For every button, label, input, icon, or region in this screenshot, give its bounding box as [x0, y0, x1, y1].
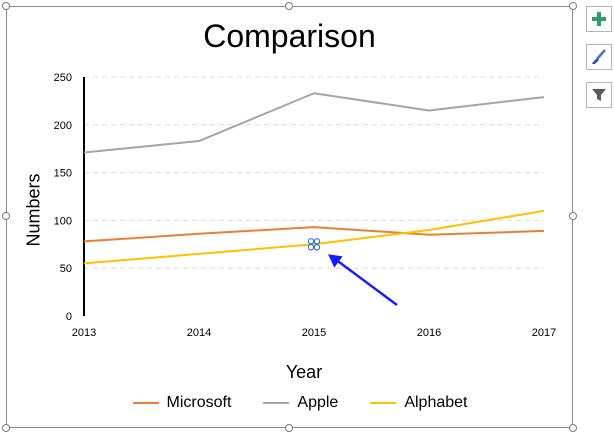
resize-handle-top-left[interactable] [2, 2, 10, 10]
selected-point-handle [307, 244, 315, 251]
resize-handle-bottom-left[interactable] [2, 424, 10, 432]
arrow-head-icon [328, 254, 343, 268]
series-line-microsoft [83, 226, 545, 243]
resize-handle-top-center[interactable] [285, 2, 293, 10]
x-tick-label: 2016 [417, 327, 441, 339]
legend-swatch [263, 402, 290, 404]
y-tick-label: 100 [54, 215, 72, 227]
legend[interactable]: Microsoft Apple Alphabet [0, 394, 600, 412]
y-tick-label: 250 [54, 72, 72, 84]
filter-icon [592, 89, 606, 101]
y-tick-label: 150 [54, 168, 72, 180]
x-tick-label: 2013 [72, 327, 96, 339]
y-tick-label: 200 [54, 120, 72, 132]
plus-icon [592, 12, 606, 26]
chart-styles-button[interactable] [586, 44, 612, 70]
x-axis-title[interactable]: Year [285, 362, 323, 382]
resize-handle-top-right[interactable] [569, 2, 577, 10]
annotation-arrow [333, 257, 398, 307]
selected-point-handle [307, 238, 315, 245]
resize-handle-bottom-center[interactable] [285, 424, 293, 432]
x-tick-label: 2014 [187, 327, 211, 339]
chart-filters-button[interactable] [586, 82, 612, 108]
selected-point-handle [313, 244, 321, 251]
paintbrush-icon [592, 49, 606, 64]
resize-handle-middle-right[interactable] [569, 212, 577, 220]
legend-item-apple[interactable]: Apple [263, 394, 338, 412]
legend-item-microsoft[interactable]: Microsoft [132, 394, 232, 412]
chart-elements-button[interactable] [586, 6, 612, 32]
resize-handle-bottom-right[interactable] [569, 424, 577, 432]
x-tick-label: 2015 [302, 327, 326, 339]
legend-label: Microsoft [166, 394, 232, 411]
legend-item-alphabet[interactable]: Alphabet [370, 394, 468, 412]
chart-title[interactable]: Comparison [203, 18, 376, 54]
selected-point-handle [313, 238, 321, 245]
y-tick-label: 50 [60, 263, 72, 275]
resize-handle-middle-left[interactable] [2, 212, 10, 220]
series-line-apple [83, 92, 545, 154]
series-line-alphabet [83, 209, 545, 265]
legend-label: Alphabet [404, 394, 468, 411]
legend-label: Apple [297, 394, 339, 411]
legend-swatch [132, 402, 159, 404]
chart-area[interactable] [6, 6, 573, 428]
y-tick-label: 0 [66, 311, 72, 323]
x-tick-label: 2017 [532, 327, 556, 339]
legend-swatch [370, 402, 397, 404]
